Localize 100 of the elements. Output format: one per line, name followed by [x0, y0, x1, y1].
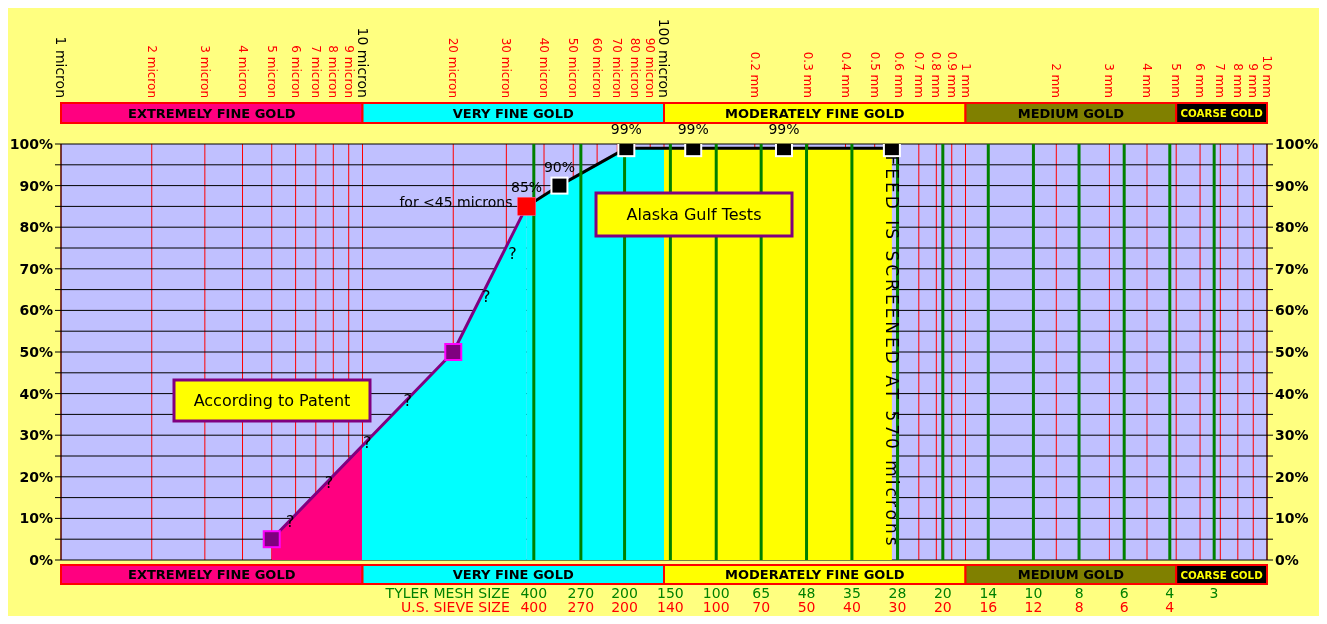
annotation: ?	[324, 472, 334, 492]
y2-tick-label: 50%	[1275, 343, 1309, 360]
y2-tick-label: 90%	[1275, 177, 1309, 194]
y2-tick-label: 100%	[1275, 135, 1319, 152]
x-tick-label: 3 micron	[197, 45, 212, 98]
text: 3 mm	[1102, 63, 1117, 98]
text: MODERATELY FINE GOLD	[725, 105, 905, 121]
text: 8	[1074, 585, 1084, 601]
label-box: Alaska Gulf Tests	[594, 191, 794, 238]
annotation: ?	[508, 243, 517, 263]
text: 0.7 mm	[911, 51, 926, 98]
y2-tick-label: 80%	[1275, 219, 1309, 236]
text: 70	[752, 599, 771, 615]
x-tick-label: 80 micron	[627, 37, 642, 98]
text: 8 mm	[1230, 63, 1245, 98]
x-tick-label: 2 micron	[144, 45, 159, 98]
y2-tick-label: 70%	[1275, 260, 1309, 277]
y-tick-label: 60%	[19, 302, 53, 319]
text: 35	[842, 585, 861, 601]
text: 6	[1119, 599, 1129, 615]
text: 20	[933, 585, 952, 601]
label-box: According to Patent	[172, 378, 372, 423]
x-tick-label: 5 micron	[264, 45, 279, 98]
text: 12	[1024, 599, 1043, 615]
text: COARSE GOLD	[1180, 568, 1264, 581]
text: 0.4 mm	[838, 51, 853, 98]
y-tick-label: 0%	[29, 551, 53, 568]
text: 16	[979, 599, 998, 615]
text: MEDIUM GOLD	[1017, 567, 1125, 582]
text: 6 mm	[1193, 63, 1208, 98]
data-label: 99%	[677, 121, 709, 138]
text: TYLER MESH SIZE	[384, 585, 510, 601]
text: MEDIUM GOLD	[1017, 105, 1124, 121]
y-tick-label: 30%	[19, 427, 53, 444]
y2-tick-label: 40%	[1275, 385, 1309, 402]
text: 100	[702, 585, 730, 601]
x-tick-label: 60 micron	[590, 37, 605, 98]
text: U.S. SIEVE SIZE	[401, 599, 510, 615]
text: 2 mm	[1049, 63, 1064, 98]
text: 14	[979, 585, 998, 601]
y-tick-label: 20%	[19, 468, 53, 485]
text: 8	[1074, 599, 1084, 615]
y-tick-label: 90%	[19, 177, 53, 194]
text: VERY FINE GOLD	[452, 105, 574, 121]
annotation: FEED IS SCREENED AT 570 microns	[881, 155, 902, 549]
text: 10 mm	[1260, 55, 1274, 98]
text: 6	[1119, 585, 1129, 601]
data-label: 99%	[768, 121, 800, 138]
text: 0.6 mm	[891, 51, 906, 98]
text: 28	[888, 585, 907, 601]
x-tick-label: 1 micron	[53, 36, 69, 98]
x-tick-label: 100 micron	[656, 18, 672, 98]
text: 100	[702, 599, 730, 615]
text: MODERATELY FINE GOLD	[725, 567, 905, 582]
text: 140	[657, 599, 684, 615]
annotation: ?	[482, 287, 491, 307]
y2-tick-label: 30%	[1275, 427, 1309, 444]
y-tick-label: 70%	[19, 260, 53, 277]
x-tick-label: 7 micron	[308, 45, 323, 98]
text: 200	[611, 585, 638, 601]
y-tick-label: 80%	[19, 219, 53, 236]
text: 400	[520, 585, 548, 601]
x-tick-label: 70 micron	[610, 37, 625, 98]
y-tick-label: 40%	[19, 385, 53, 402]
text: 0.5 mm	[867, 51, 882, 98]
x-tick-label: 40 micron	[537, 37, 552, 98]
data-label: 99%	[610, 121, 642, 138]
text: 0.2 mm	[747, 51, 762, 98]
x-tick-label: 20 micron	[446, 37, 461, 98]
text: EXTREMELY FINE GOLD	[128, 567, 296, 582]
annotation: ?	[285, 511, 295, 531]
text: 3	[1209, 585, 1219, 601]
text: 10	[1024, 585, 1043, 601]
text: 65	[752, 585, 771, 601]
x-tick-label: 50 micron	[566, 37, 581, 98]
x-tick-label: 4 micron	[235, 45, 250, 98]
text: EXTREMELY FINE GOLD	[128, 105, 296, 121]
text: 30	[888, 599, 907, 615]
text: 48	[797, 585, 816, 601]
text: 9 mm	[1246, 63, 1261, 98]
y2-tick-label: 0%	[1275, 551, 1299, 568]
text: 40	[842, 599, 861, 615]
text: 4	[1165, 585, 1175, 601]
text: 4 mm	[1140, 63, 1154, 98]
text: 270	[567, 599, 595, 615]
text: 1 mm	[958, 63, 973, 98]
text: 0.9 mm	[944, 51, 959, 98]
series-label: Alaska Gulf Tests	[626, 205, 762, 224]
text: 7 mm	[1213, 63, 1228, 98]
y-tick-label: 10%	[19, 510, 53, 527]
y2-tick-label: 20%	[1275, 468, 1309, 485]
x-tick-label: 30 micron	[499, 37, 514, 98]
text: 400	[520, 599, 548, 615]
text: 0.8 mm	[929, 51, 944, 98]
x-tick-label: 90 micron	[643, 37, 658, 98]
text: 20	[933, 599, 952, 615]
text: 200	[611, 599, 638, 615]
y-tick-label: 50%	[19, 343, 53, 360]
text: 0.3 mm	[800, 51, 815, 98]
x-tick-label: 10 micron	[354, 27, 371, 98]
